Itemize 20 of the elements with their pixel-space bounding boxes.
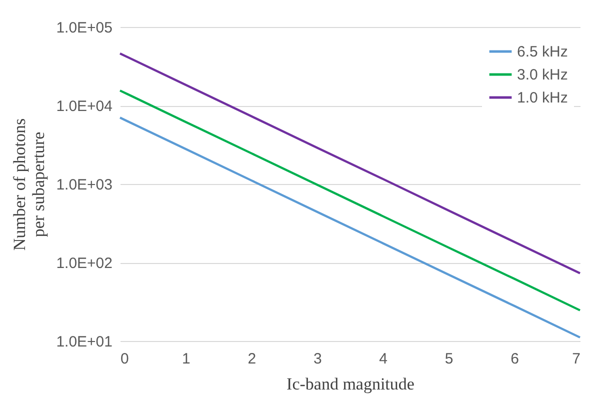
y-tick-label: 1.0E+03: [56, 176, 112, 194]
x-tick-label: 6: [510, 350, 519, 368]
y-tick-label: 1.0E+05: [56, 20, 112, 36]
legend-label: 6.5 kHz: [517, 44, 568, 60]
x-tick-label: 2: [248, 350, 256, 368]
x-axis-title: Ic-band magnitude: [286, 374, 414, 394]
x-tick-label: 3: [313, 350, 322, 368]
line-series: [118, 89, 582, 312]
y-tick-label: 1.0E+02: [56, 255, 112, 272]
y-tick-label: 1.0E+01: [56, 334, 112, 350]
x-tick-label: 4: [379, 350, 388, 368]
line-series: [118, 116, 582, 339]
x-tick-label: 0: [120, 350, 129, 368]
x-tick-label: 5: [444, 350, 454, 368]
legend-label: 1.0 kHz: [517, 90, 568, 106]
y-tick-label: 1.0E+04: [56, 98, 112, 115]
y-axis-title: Number of photons per subaperture: [10, 118, 48, 251]
legend-label: 3.0 kHz: [517, 66, 568, 84]
x-tick-label: 7: [572, 350, 580, 368]
x-tick-label: 1: [182, 350, 190, 368]
